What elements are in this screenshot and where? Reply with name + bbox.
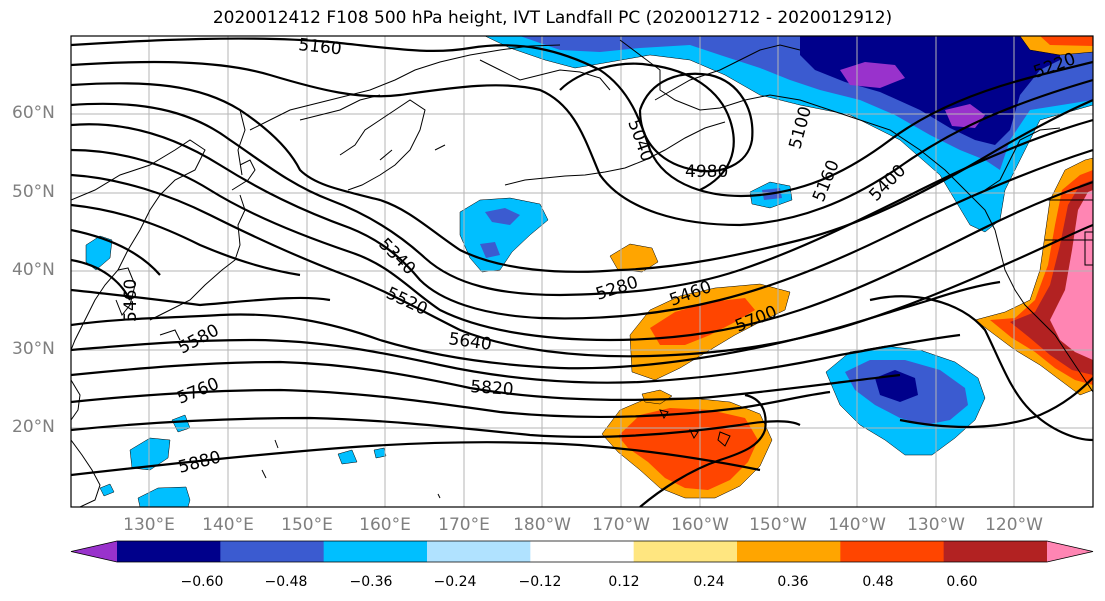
lon-label: 120°W	[985, 515, 1043, 535]
lon-label: 170°W	[592, 515, 650, 535]
lon-label: 140°W	[828, 515, 886, 535]
colorbar-bin	[117, 541, 221, 562]
colorbar-tick: −0.48	[264, 574, 308, 590]
colorbar	[70, 540, 1094, 563]
colorbar-bin	[633, 541, 738, 562]
colorbar-tick: 0.48	[862, 574, 894, 590]
lon-label: 170°E	[438, 515, 490, 535]
map-area: 5160 5040 4980 5100 5160 5220 5400 5340 …	[71, 35, 1093, 507]
colorbar-tick: 0.12	[608, 574, 640, 590]
lon-label: 130°E	[123, 515, 175, 535]
graticule	[71, 36, 1093, 507]
contour-label: 5820	[470, 377, 515, 400]
lon-label: 140°E	[202, 515, 254, 535]
lon-label: 130°W	[907, 515, 965, 535]
colorbar-bin	[530, 541, 635, 562]
lat-label: 20°N	[12, 417, 55, 437]
lon-label: 160°W	[671, 515, 729, 535]
contour-label: 4980	[685, 162, 728, 182]
colorbar-bin	[427, 541, 531, 562]
colorbar-tick: −0.24	[433, 574, 477, 590]
colorbar-tick: 0.36	[777, 574, 809, 590]
colorbar-bin	[943, 541, 1048, 562]
colorbar-tick: 0.60	[946, 574, 978, 590]
colorbar-tick: −0.60	[180, 574, 224, 590]
colorbar-bin	[737, 541, 841, 562]
colorbar-tick: −0.36	[349, 574, 393, 590]
map-title: 2020012412 F108 500 hPa height, IVT Land…	[212, 8, 893, 28]
contour-label: 5160	[297, 35, 342, 59]
lon-label: 180°W	[513, 515, 571, 535]
colorbar-extend-min	[71, 541, 117, 562]
lat-label: 50°N	[12, 182, 55, 202]
height-contours	[71, 37, 1093, 507]
lon-label: 160°E	[359, 515, 411, 535]
colorbar-bin	[840, 541, 945, 562]
lon-label: 150°E	[281, 515, 333, 535]
contour-label: 5460	[121, 279, 141, 322]
colorbar-extend-max	[1047, 541, 1093, 562]
lat-label: 30°N	[12, 339, 55, 359]
coastlines	[71, 39, 1093, 507]
colorbar-bin	[220, 541, 325, 562]
neg-anomaly-gulf-alaska-purple	[840, 62, 905, 88]
lat-label: 40°N	[12, 260, 55, 280]
colorbar-tick: 0.24	[693, 574, 725, 590]
map-frame	[70, 35, 1094, 508]
lat-label: 60°N	[12, 103, 55, 123]
colorbar-tick: −0.12	[518, 574, 562, 590]
colorbar-outline	[70, 540, 1094, 563]
lon-label: 150°W	[749, 515, 807, 535]
colorbar-bin	[323, 541, 428, 562]
